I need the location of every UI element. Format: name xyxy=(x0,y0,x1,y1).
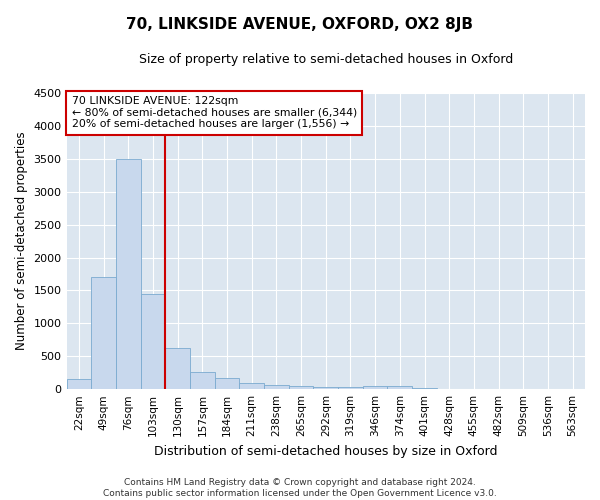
Bar xyxy=(388,386,412,389)
Bar xyxy=(91,278,116,389)
X-axis label: Distribution of semi-detached houses by size in Oxford: Distribution of semi-detached houses by … xyxy=(154,444,497,458)
Bar xyxy=(140,294,165,389)
Bar xyxy=(313,386,338,389)
Bar xyxy=(239,382,264,389)
Bar xyxy=(289,386,313,389)
Title: Size of property relative to semi-detached houses in Oxford: Size of property relative to semi-detach… xyxy=(139,52,513,66)
Bar xyxy=(338,387,363,389)
Bar xyxy=(264,384,289,389)
Bar xyxy=(363,386,388,389)
Y-axis label: Number of semi-detached properties: Number of semi-detached properties xyxy=(15,132,28,350)
Text: 70, LINKSIDE AVENUE, OXFORD, OX2 8JB: 70, LINKSIDE AVENUE, OXFORD, OX2 8JB xyxy=(127,18,473,32)
Text: Contains HM Land Registry data © Crown copyright and database right 2024.
Contai: Contains HM Land Registry data © Crown c… xyxy=(103,478,497,498)
Text: 70 LINKSIDE AVENUE: 122sqm
← 80% of semi-detached houses are smaller (6,344)
20%: 70 LINKSIDE AVENUE: 122sqm ← 80% of semi… xyxy=(72,96,357,129)
Bar xyxy=(67,380,91,389)
Bar xyxy=(190,372,215,389)
Bar xyxy=(116,159,140,389)
Bar xyxy=(215,378,239,389)
Bar xyxy=(437,388,461,389)
Bar xyxy=(412,388,437,389)
Bar xyxy=(165,348,190,389)
